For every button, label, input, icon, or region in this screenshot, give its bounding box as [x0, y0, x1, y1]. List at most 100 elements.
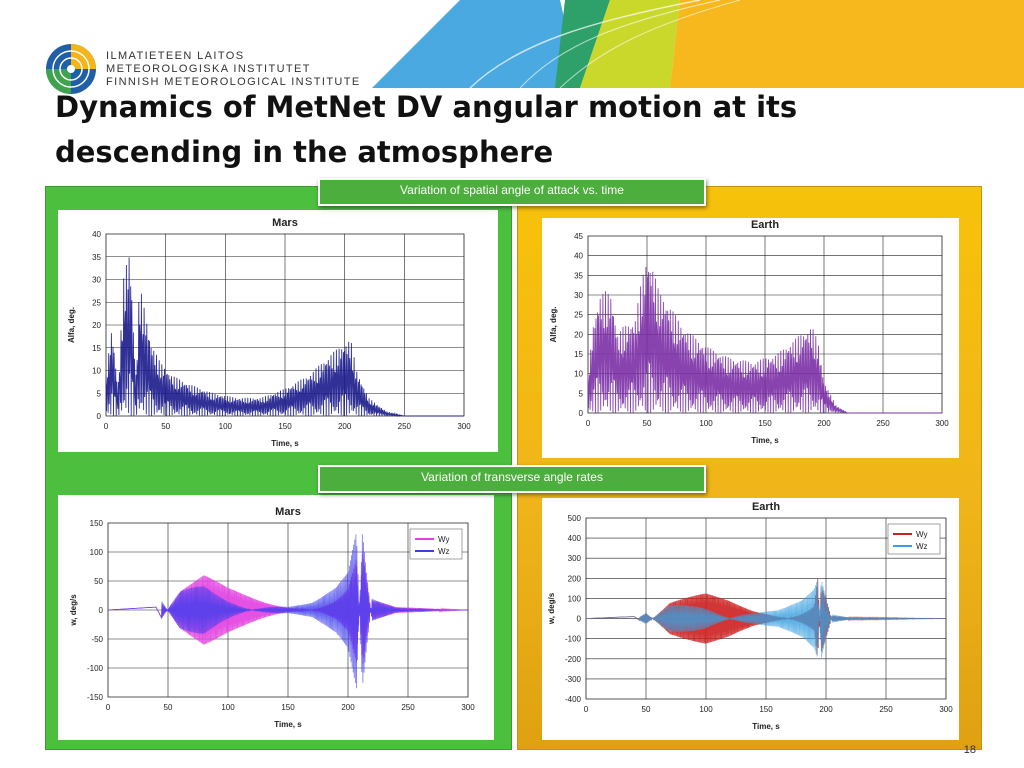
y-tick-label: 400	[568, 534, 582, 543]
legend	[409, 528, 463, 560]
x-tick-label: 300	[939, 705, 953, 714]
caption-angle-rates-text: Variation of transverse angle rates	[421, 470, 603, 484]
chart-title: Mars	[275, 506, 301, 518]
x-tick-label: 150	[759, 705, 773, 714]
org-name-sv: METEOROLOGISKA INSTITUTET	[106, 63, 311, 75]
y-tick-label: 5	[579, 389, 584, 398]
y-tick-label: 50	[94, 577, 103, 586]
y-tick-label: 0	[579, 409, 584, 418]
y-tick-label: -50	[91, 635, 103, 644]
earth-alfa-card: Earth 0 50 100 150 200 250 300 0 5 10 15 20 25 30 35 40 4…	[542, 218, 959, 458]
mars-angular-rate-chart: Mars 0 50 100 150 200 250 300 -150 -100 -50 0 50 100 1…	[69, 506, 475, 729]
org-name-en: FINNISH METEOROLOGICAL INSTITUTE	[106, 76, 361, 88]
x-tick-label: 50	[642, 705, 651, 714]
y-axis-label: w, deg/s	[69, 594, 78, 627]
y-tick-label: 300	[568, 554, 582, 563]
header-banner	[372, 0, 1024, 88]
y-tick-label: 100	[90, 548, 104, 557]
y-tick-label: 30	[92, 276, 101, 285]
series-line-wz	[108, 534, 468, 689]
legend-label: Wy	[916, 530, 927, 539]
x-tick-label: 300	[461, 703, 475, 712]
x-tick-label: 100	[699, 705, 713, 714]
x-tick-label: 250	[401, 703, 415, 712]
y-tick-label: 0	[97, 412, 102, 421]
y-tick-label: -400	[565, 695, 582, 704]
x-axis-label: Time, s	[271, 439, 299, 448]
y-tick-label: 45	[574, 232, 583, 241]
y-tick-label: 10	[92, 367, 101, 376]
x-tick-label: 200	[819, 705, 833, 714]
x-tick-label: 100	[699, 419, 713, 428]
y-tick-label: -150	[87, 693, 104, 702]
series-line-alfa	[587, 266, 942, 414]
y-tick-label: 35	[92, 253, 101, 262]
legend-label: Wz	[916, 542, 928, 551]
y-tick-label: 150	[90, 519, 104, 528]
y-tick-label: 40	[92, 230, 101, 239]
legend	[887, 523, 941, 555]
y-tick-label: 0	[99, 606, 104, 615]
mars-alfa-chart: Mars 0 50 100 150 200 250 300 0 5 10 15 20 25 30 35 40 Ti…	[67, 217, 471, 448]
y-axis-label: Alfa, deg.	[549, 306, 558, 342]
x-tick-label: 0	[586, 419, 591, 428]
y-tick-label: 100	[568, 594, 582, 603]
earth-angular-rate-chart: Earth 0 50 100 150 200 250 300 -400 -300 -200 -100 0…	[547, 501, 953, 731]
x-axis-label: Time, s	[751, 436, 779, 445]
chart-title: Earth	[751, 219, 779, 231]
y-tick-label: 40	[574, 252, 583, 261]
x-tick-label: 50	[643, 419, 652, 428]
x-tick-label: 200	[338, 422, 352, 431]
x-tick-label: 150	[278, 422, 292, 431]
legend-label: Wz	[438, 547, 450, 556]
caption-angle-of-attack-text: Variation of spatial angle of attack vs.…	[400, 183, 624, 197]
x-tick-label: 150	[281, 703, 295, 712]
org-name-fi: ILMATIETEEN LAITOS	[106, 50, 245, 62]
x-tick-label: 250	[879, 705, 893, 714]
x-tick-label: 0	[584, 705, 589, 714]
x-tick-label: 300	[935, 419, 949, 428]
y-axis-label: w, deg/s	[547, 592, 556, 625]
x-tick-label: 200	[341, 703, 355, 712]
y-tick-label: -100	[565, 635, 582, 644]
y-tick-label: -100	[87, 664, 104, 673]
legend-label: Wy	[438, 535, 449, 544]
y-tick-label: 0	[577, 615, 582, 624]
slide-title: Dynamics of MetNet DV angular motion at …	[55, 85, 835, 175]
y-tick-label: 10	[574, 370, 583, 379]
y-tick-label: 25	[574, 311, 583, 320]
y-tick-label: -300	[565, 675, 582, 684]
x-tick-label: 50	[161, 422, 170, 431]
x-tick-label: 150	[758, 419, 772, 428]
y-tick-label: 25	[92, 298, 101, 307]
y-tick-label: 30	[574, 291, 583, 300]
y-axis-label: Alfa, deg.	[67, 307, 76, 343]
x-axis-label: Time, s	[752, 722, 780, 731]
x-tick-label: 0	[104, 422, 109, 431]
chart-title: Mars	[272, 217, 298, 229]
slide-title-line-2: descending in the atmosphere	[55, 135, 554, 169]
y-tick-label: 20	[574, 330, 583, 339]
earth-alfa-chart: Earth 0 50 100 150 200 250 300 0 5 10 15 20 25 30 35 40 4…	[549, 219, 949, 445]
x-tick-label: 100	[219, 422, 233, 431]
x-tick-label: 250	[398, 422, 412, 431]
earth-w-card: Earth 0 50 100 150 200 250 300 -400 -300 -200 -100 0…	[542, 498, 959, 740]
fmi-logo-icon	[46, 44, 96, 94]
caption-angle-rates: Variation of transverse angle rates	[318, 465, 706, 493]
y-tick-label: 5	[97, 389, 102, 398]
x-tick-label: 0	[106, 703, 111, 712]
series-line-alfa	[105, 257, 464, 418]
y-tick-label: 500	[568, 514, 582, 523]
series-line-wz	[585, 580, 946, 658]
y-tick-label: 15	[92, 344, 101, 353]
y-tick-label: 200	[568, 574, 582, 583]
x-axis-label: Time, s	[274, 720, 302, 729]
page-number: 18	[963, 744, 976, 756]
x-tick-label: 250	[876, 419, 890, 428]
x-tick-label: 50	[164, 703, 173, 712]
x-tick-label: 200	[817, 419, 831, 428]
caption-angle-of-attack: Variation of spatial angle of attack vs.…	[318, 178, 706, 206]
y-tick-label: 15	[574, 350, 583, 359]
mars-alfa-card: Mars 0 50 100 150 200 250 300 0 5 10 15 20 25 30 35 40 Ti…	[58, 210, 498, 452]
x-tick-label: 100	[221, 703, 235, 712]
